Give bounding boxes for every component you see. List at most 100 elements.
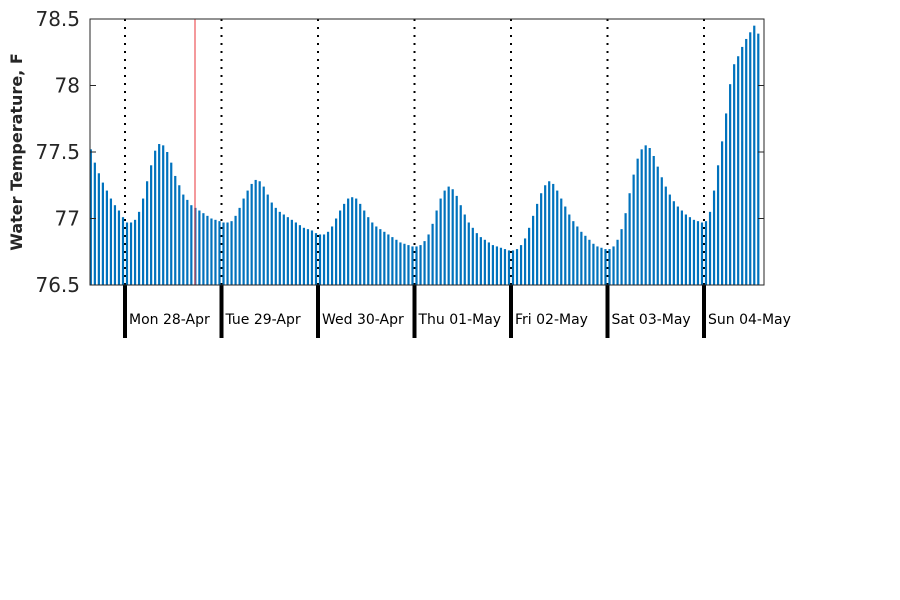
temperature-bar xyxy=(427,234,430,285)
temperature-bar xyxy=(246,190,249,285)
day-label: Mon 28-Apr xyxy=(129,312,210,328)
temperature-bar xyxy=(515,249,519,285)
temperature-bar xyxy=(527,227,531,285)
temperature-bar xyxy=(174,175,177,285)
temperature-bar xyxy=(692,219,696,285)
temperature-bar xyxy=(166,152,169,285)
temperature-bar xyxy=(479,237,482,285)
temperature-bar xyxy=(226,222,229,285)
temperature-bar xyxy=(483,239,486,285)
temperature-bar xyxy=(318,234,322,285)
temperature-bar xyxy=(471,227,474,285)
temperature-bar xyxy=(270,202,273,285)
temperature-bar xyxy=(387,234,390,285)
temperature-bar xyxy=(704,221,708,285)
temperature-bar xyxy=(154,150,157,285)
temperature-bar xyxy=(298,225,302,285)
temperature-bar xyxy=(125,222,129,285)
temperature-bar xyxy=(745,38,748,286)
temperature-bar xyxy=(141,198,145,285)
day-label: Tue 29-Apr xyxy=(225,312,301,328)
temperature-bar xyxy=(375,226,378,285)
temperature-bar xyxy=(310,230,314,285)
temperature-bar xyxy=(596,246,599,285)
day-label: Sun 04-May xyxy=(708,312,791,328)
temperature-bar xyxy=(137,211,141,285)
temperature-bar xyxy=(491,245,495,285)
temperature-bar xyxy=(415,246,418,285)
temperature-bar xyxy=(584,235,587,285)
temperature-bar xyxy=(334,218,338,285)
temperature-bar xyxy=(499,247,503,285)
temperature-bar xyxy=(648,148,651,285)
temperature-bar xyxy=(133,219,137,285)
temperature-bar xyxy=(186,199,189,285)
temperature-bar xyxy=(419,245,422,285)
temperature-bar xyxy=(322,234,326,285)
temperature-bar xyxy=(608,249,611,285)
temperature-bar xyxy=(113,205,117,285)
temperature-bar xyxy=(712,190,716,285)
temperature-bar xyxy=(523,238,527,285)
temperature-bar xyxy=(672,201,675,285)
temperature-bar xyxy=(435,210,438,285)
temperature-bar xyxy=(495,246,499,285)
temperature-bar xyxy=(725,113,728,286)
temperature-bar xyxy=(463,214,466,285)
temperature-bar xyxy=(519,245,523,285)
temperature-bar xyxy=(616,239,619,285)
temperature-bar xyxy=(254,179,257,285)
temperature-bar xyxy=(544,185,547,285)
temperature-bar xyxy=(588,239,591,285)
temperature-bar xyxy=(552,183,555,285)
temperature-bar xyxy=(286,217,289,285)
temperature-bar xyxy=(383,231,386,285)
temperature-bar xyxy=(242,198,245,285)
temperature-bar xyxy=(162,145,165,285)
temperature-bar xyxy=(729,84,732,285)
temperature-bar xyxy=(363,210,366,285)
temperature-bar xyxy=(580,231,583,285)
temperature-bar xyxy=(737,56,740,285)
day-label: Wed 30-Apr xyxy=(322,312,404,328)
temperature-bar xyxy=(556,190,559,285)
temperature-bar xyxy=(258,181,261,285)
temperature-bar xyxy=(640,149,643,285)
temperature-bar xyxy=(532,215,535,285)
temperature-bar xyxy=(282,214,285,285)
temperature-bar xyxy=(652,155,655,285)
temperature-bar xyxy=(447,186,450,285)
day-boundary-gridlines xyxy=(123,19,706,338)
temperature-bar xyxy=(109,198,113,285)
temperature-bar xyxy=(302,227,306,285)
temperature-bar xyxy=(121,217,125,285)
temperature-bar xyxy=(178,185,181,285)
temperature-bar xyxy=(306,229,310,285)
temperature-bar xyxy=(451,189,454,285)
temperature-bar xyxy=(660,177,663,285)
temperature-bar xyxy=(716,165,720,285)
temperature-bar xyxy=(343,203,346,285)
y-axis-ticks: 76.5 77 77.5 78 78.5 xyxy=(35,7,764,297)
temperature-bar xyxy=(487,242,490,285)
temperature-bar xyxy=(749,32,752,285)
temperature-bar xyxy=(676,206,679,285)
temperature-bar xyxy=(391,237,394,285)
temperature-bar xyxy=(170,162,173,285)
temperature-bar xyxy=(395,239,398,285)
temperature-bar xyxy=(117,210,121,285)
temperature-bar xyxy=(604,249,607,285)
temperature-bar xyxy=(359,203,362,285)
temperature-bar xyxy=(262,186,265,285)
temperature-bar xyxy=(684,214,688,285)
temperature-bar xyxy=(568,214,571,285)
temperature-bar xyxy=(290,219,293,285)
temperature-bar xyxy=(90,149,92,285)
y-axis-label: Water Temperature, F xyxy=(7,53,26,251)
temperature-bar xyxy=(230,221,233,285)
temperature-bar xyxy=(278,211,281,285)
temperature-bar xyxy=(503,249,507,285)
day-label: Sat 03-May xyxy=(612,312,691,328)
temperature-bar xyxy=(688,217,692,285)
temperature-bar xyxy=(741,46,744,286)
